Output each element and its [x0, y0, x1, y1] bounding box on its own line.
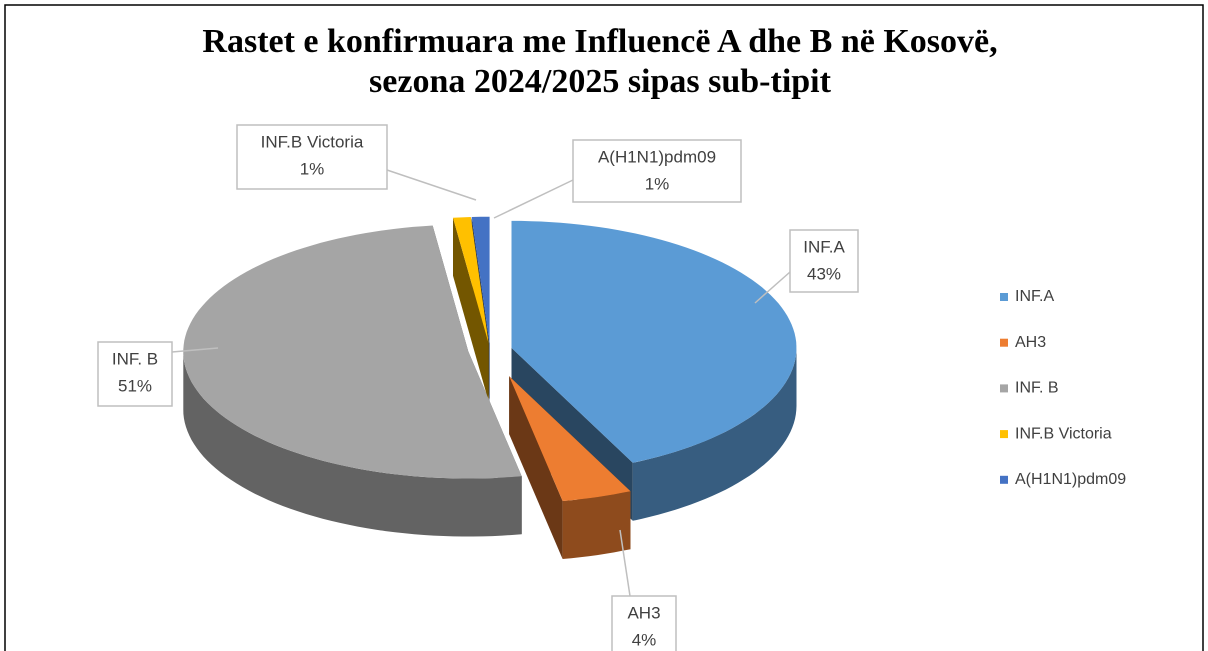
label-box — [236, 124, 388, 190]
label-box — [572, 139, 742, 203]
data-label: 1% — [645, 174, 670, 193]
legend-label: INF.A — [1015, 288, 1054, 305]
data-label-name: AH3 — [627, 603, 660, 622]
slice — [183, 225, 522, 479]
legend-swatch — [1000, 338, 1008, 347]
slice — [453, 217, 489, 344]
label-box — [789, 229, 859, 293]
legend-swatch — [1000, 475, 1008, 484]
frame — [4, 4, 1204, 651]
slice — [509, 376, 631, 501]
legend-swatch — [1000, 384, 1008, 393]
data-label-name: A(H1N1)pdm09 — [598, 147, 716, 166]
chart-title: Rastet e konfirmuara me Influencë A dhe … — [202, 23, 997, 60]
slice-side — [509, 376, 563, 559]
data-label-name: INF.A — [803, 237, 845, 256]
data-label-name: INF. B — [112, 349, 158, 368]
legend-swatch — [1000, 430, 1008, 439]
legend-label: A(H1N1)pdm09 — [1015, 471, 1126, 488]
legend-label: INF. B — [1015, 380, 1059, 397]
data-label: 1% — [300, 159, 325, 178]
leader-line — [619, 529, 631, 597]
legend-swatch — [1000, 293, 1008, 301]
data-label: 43% — [807, 264, 841, 283]
leader-line — [754, 271, 791, 304]
slice — [511, 220, 797, 463]
leader-line — [386, 169, 477, 201]
slice-wall — [562, 491, 631, 559]
leader-line — [171, 347, 219, 353]
data-label: 4% — [632, 630, 657, 649]
chart-title: sezona 2024/2025 sipas sub-tipit — [369, 63, 832, 100]
leader-line — [493, 179, 574, 219]
slice-side — [453, 217, 489, 402]
data-label: 51% — [118, 376, 152, 395]
slice-wall — [632, 347, 797, 521]
slice — [471, 216, 490, 344]
label-box — [97, 341, 173, 407]
legend-label: AH3 — [1015, 334, 1046, 351]
slice-wall — [183, 351, 522, 537]
data-label-name: INF.B Victoria — [261, 132, 364, 151]
label-box — [611, 595, 677, 651]
legend-label: INF.B Victoria — [1015, 425, 1112, 442]
